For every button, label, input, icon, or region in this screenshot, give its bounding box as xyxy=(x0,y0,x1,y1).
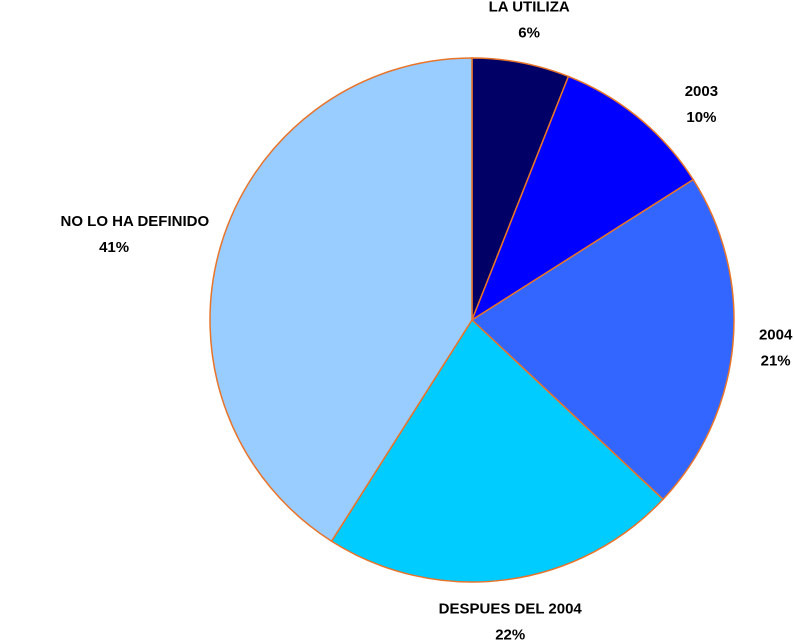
slice-label: 2003 xyxy=(685,83,718,100)
value-label: 22% xyxy=(495,627,525,641)
pie-slice xyxy=(209,57,473,543)
slice-label: LA UTILIZA xyxy=(489,0,570,15)
value-label: 41% xyxy=(99,239,129,256)
value-label: 6% xyxy=(518,24,540,41)
value-label: 10% xyxy=(686,109,716,126)
slice-label: NO LO HA DEFINIDO xyxy=(61,213,210,230)
pie-slice xyxy=(470,75,695,322)
pie-slice xyxy=(470,178,735,501)
slice-label: DESPUES DEL 2004 xyxy=(439,601,583,618)
value-label: 21% xyxy=(761,353,791,370)
slice-label: 2004 xyxy=(759,327,793,344)
pie-slice xyxy=(330,318,665,583)
